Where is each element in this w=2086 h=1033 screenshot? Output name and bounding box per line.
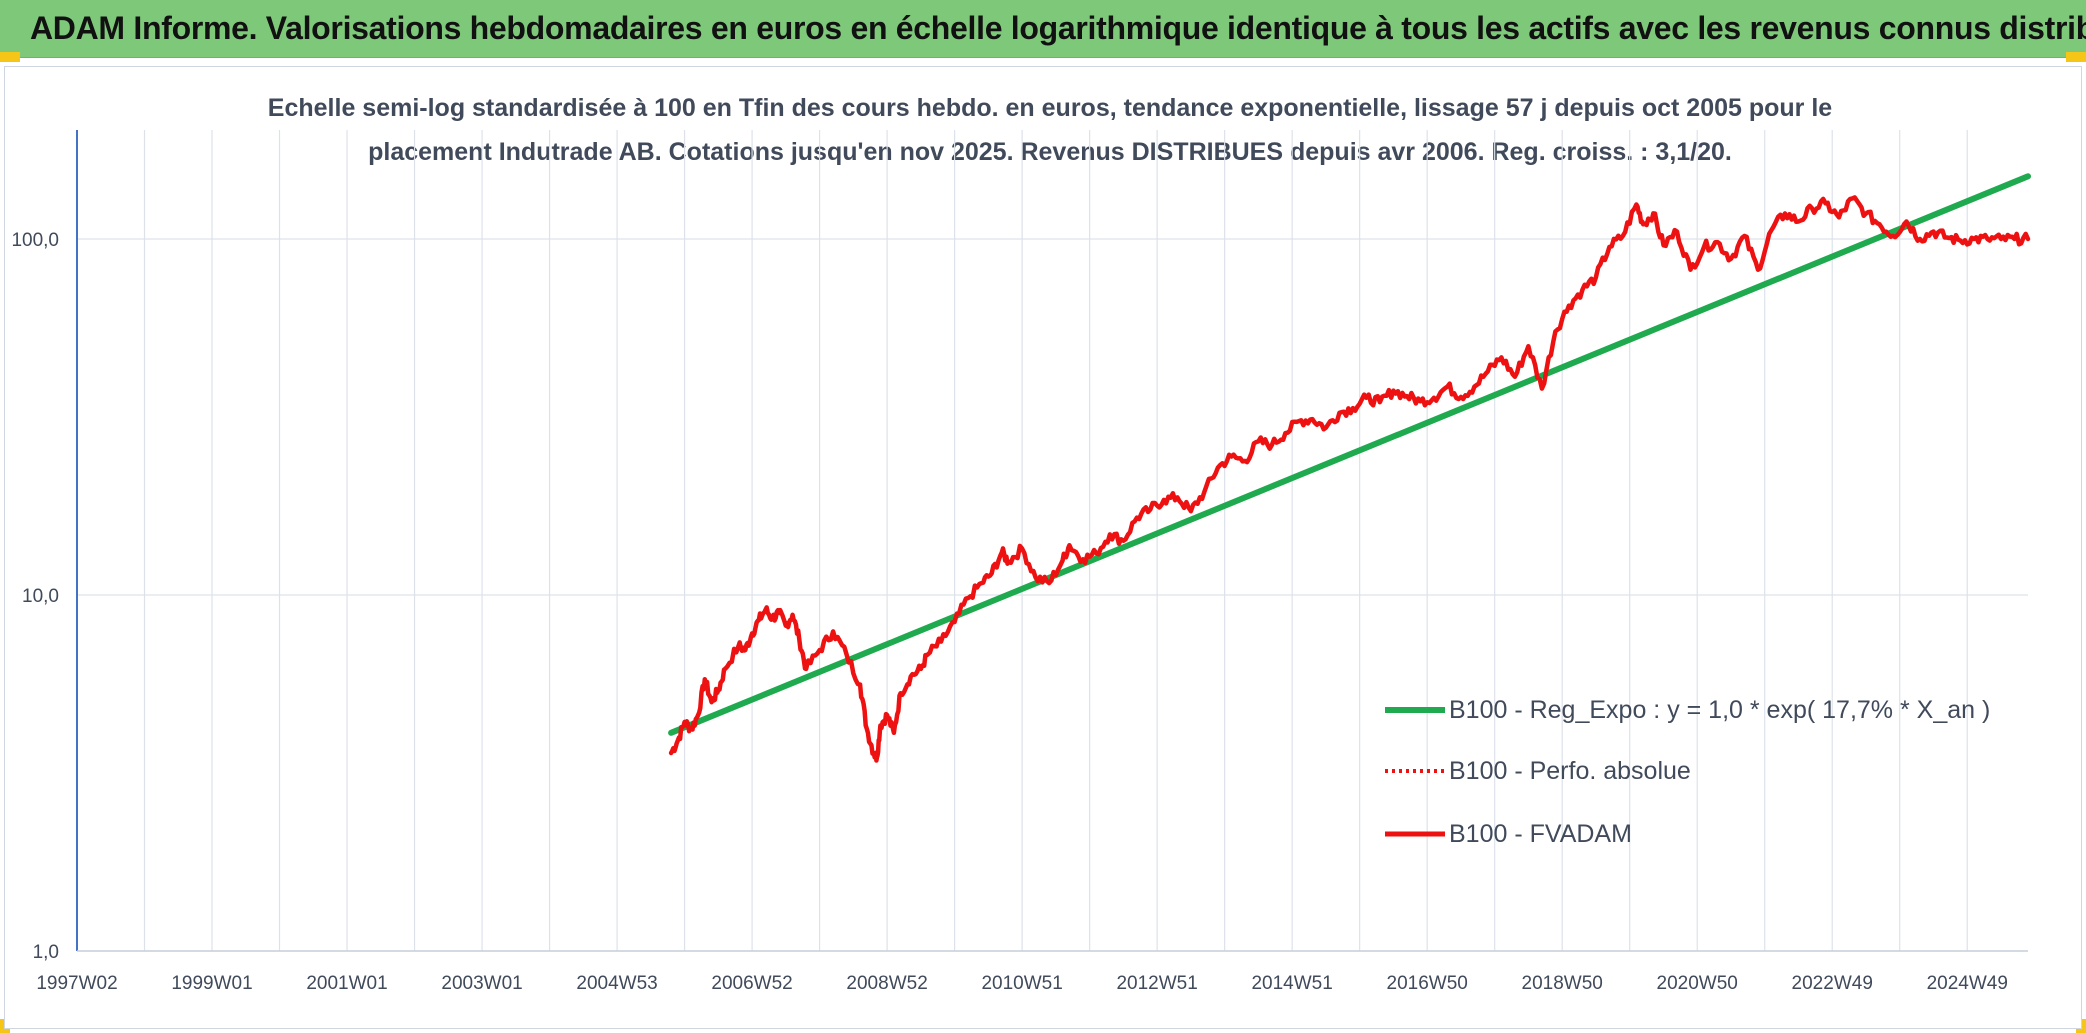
legend-item-perfo: B100 - Perfo. absolue: [1385, 757, 1691, 785]
x-tick-label: 1999W01: [171, 973, 252, 994]
legend-item-fvadam: B100 - FVADAM: [1385, 820, 1632, 848]
x-tick-label: 2022W49: [1792, 973, 1873, 994]
y-tick-label: 1,0: [33, 942, 59, 963]
chart-title-line-1: Echelle semi-log standardisée à 100 en T…: [267, 94, 1833, 122]
legend-label: B100 - FVADAM: [1449, 820, 1632, 848]
x-tick-label: 2008W52: [846, 973, 927, 994]
corner-marker: [2066, 52, 2086, 62]
x-tick-label: 2004W53: [576, 973, 657, 994]
legend[interactable]: B100 - Reg_Expo : y = 1,0 * exp( 17,7% *…: [1385, 696, 1990, 848]
x-axis-ticks: 1997W02 1999W01 2001W01 2003W01 2004W53 2006W…: [36, 973, 2008, 994]
series-group: [668, 173, 2031, 763]
x-tick-label: 2012W51: [1116, 973, 1197, 994]
x-tick-label: 2018W50: [1522, 973, 1603, 994]
x-tick-label: 2014W51: [1251, 973, 1332, 994]
fvadam-line: [668, 195, 2031, 763]
x-tick-label: 2003W01: [441, 973, 522, 994]
chart-title: Echelle semi-log standardisée à 100 en T…: [180, 86, 1920, 174]
x-tick-label: 2024W49: [1927, 973, 2008, 994]
x-tick-label: 2001W01: [306, 973, 387, 994]
y-tick-label: 100,0: [11, 230, 59, 251]
legend-label: B100 - Perfo. absolue: [1449, 757, 1691, 785]
x-tick-label: 2006W52: [711, 973, 792, 994]
x-tick-label: 2010W51: [981, 973, 1062, 994]
corner-marker: [0, 52, 20, 62]
report-banner: ADAM Informe. Valorisations hebdomadaire…: [0, 0, 2086, 58]
x-tick-label: 2020W50: [1657, 973, 1738, 994]
x-tick-label: 1997W02: [36, 973, 117, 994]
grid-lines: [76, 130, 2028, 952]
y-tick-label: 10,0: [22, 586, 59, 607]
report-title: ADAM Informe. Valorisations hebdomadaire…: [30, 10, 2086, 46]
legend-item-trend: B100 - Reg_Expo : y = 1,0 * exp( 17,7% *…: [1385, 696, 1990, 724]
chart-title-line-2: placement Indutrade AB. Cotations jusqu'…: [368, 138, 1732, 166]
x-tick-label: 2016W50: [1387, 973, 1468, 994]
legend-label: B100 - Reg_Expo : y = 1,0 * exp( 17,7% *…: [1449, 696, 1990, 724]
y-axis-ticks: 1,0 10,0 100,0: [11, 230, 59, 963]
chart-panel: [4, 66, 2082, 1029]
trend-line: [668, 173, 2031, 736]
